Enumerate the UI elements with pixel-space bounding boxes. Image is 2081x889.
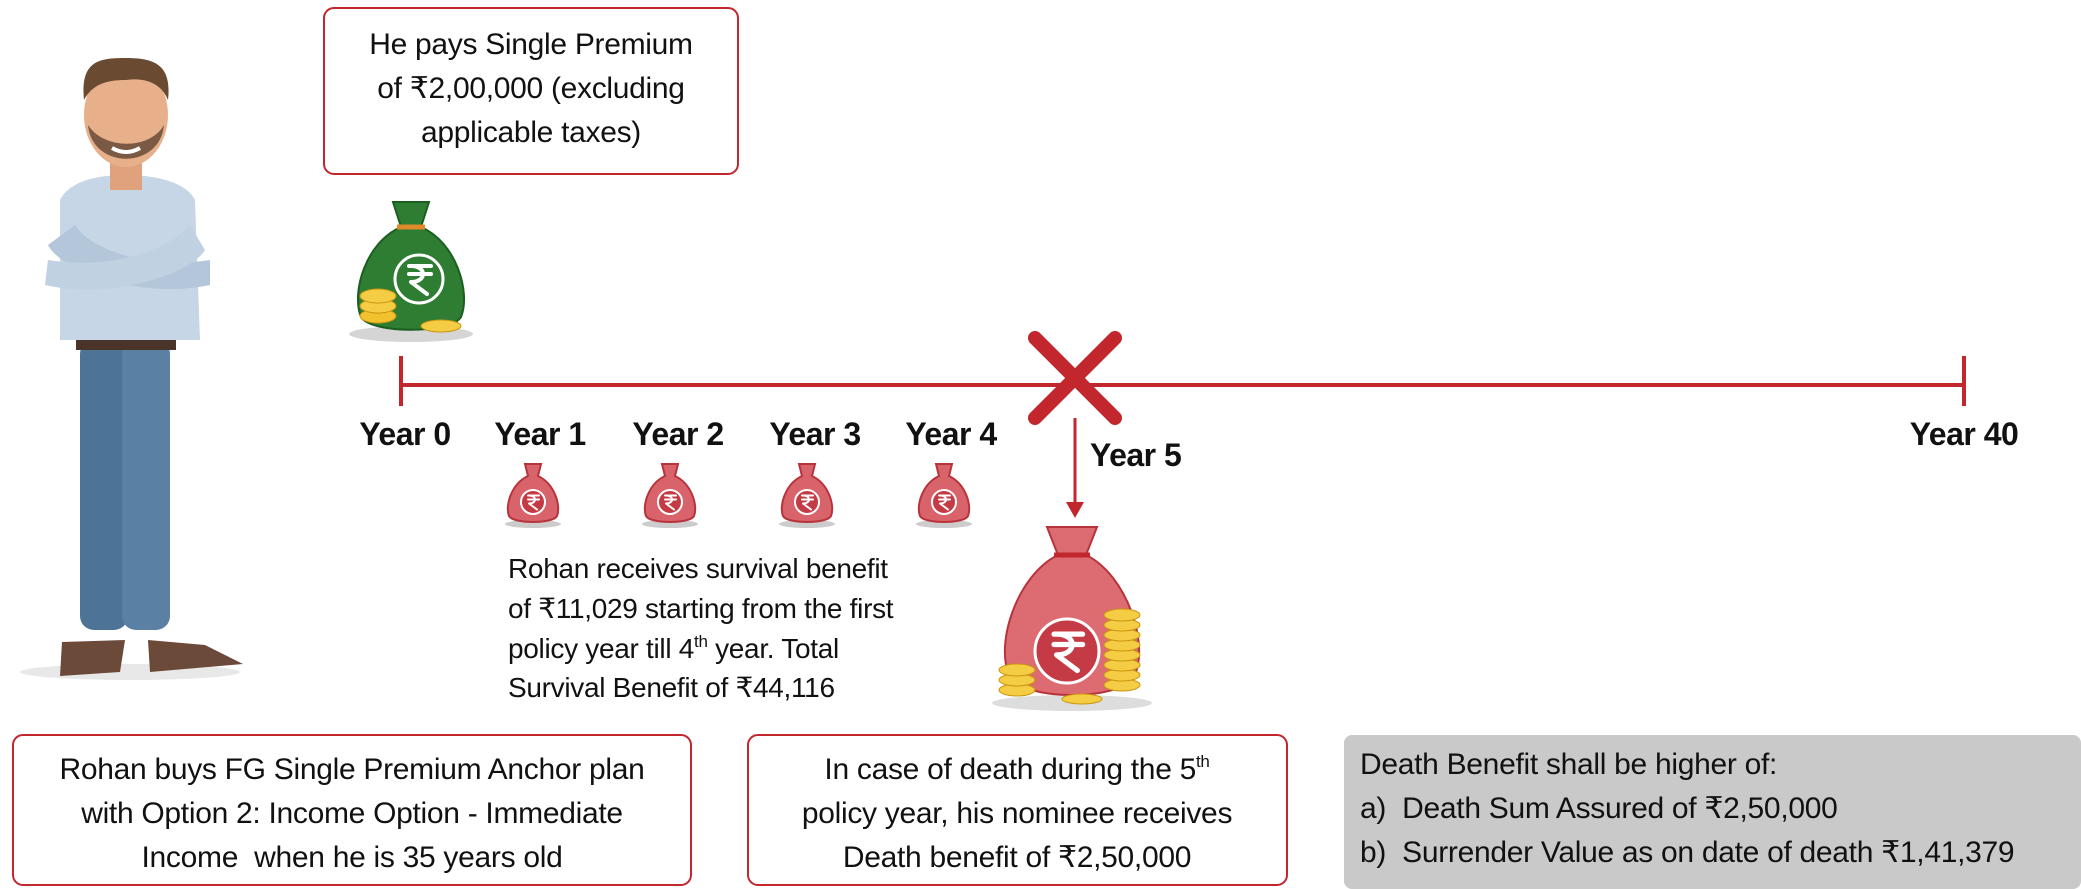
income-bag bbox=[916, 464, 972, 528]
page: { "premium_box": {"lines": ["He pays Sin… bbox=[0, 0, 2081, 889]
death-line: In case of death during the 5th bbox=[824, 752, 1209, 786]
year-label: Year 40 bbox=[1910, 416, 2019, 452]
superscript: th bbox=[1196, 752, 1210, 771]
year-label: Year 1 bbox=[494, 416, 585, 452]
plan-line: Income when he is 35 years old bbox=[142, 841, 563, 874]
income-bag bbox=[779, 464, 835, 528]
plan-line: Rohan buys FG Single Premium Anchor plan bbox=[60, 753, 645, 786]
death-line: Death benefit of ₹2,50,000 bbox=[843, 841, 1191, 874]
text: year. Total bbox=[708, 633, 839, 664]
premium-line: of ₹2,00,000 (excluding bbox=[377, 72, 684, 105]
death-cross bbox=[1035, 338, 1115, 418]
superscript: th bbox=[694, 632, 708, 651]
premium-line: He pays Single Premium bbox=[369, 28, 693, 61]
death-benefit-bag bbox=[992, 527, 1152, 711]
person-illustration bbox=[20, 58, 243, 680]
income-bag bbox=[505, 464, 561, 528]
text: In case of death during the 5 bbox=[824, 753, 1196, 786]
death-line: policy year, his nominee receives bbox=[802, 797, 1232, 830]
arrow-head bbox=[1066, 502, 1084, 518]
premium-money-bag bbox=[349, 202, 473, 342]
survival-line: of ₹11,029 starting from the first bbox=[508, 593, 894, 624]
year-label: Year 3 bbox=[769, 416, 860, 452]
year-label: Year 2 bbox=[632, 416, 723, 452]
year-label: Year 5 bbox=[1090, 437, 1181, 473]
year-label: Year 0 bbox=[359, 416, 450, 452]
year-label: Year 4 bbox=[905, 416, 997, 452]
income-bag bbox=[642, 464, 698, 528]
survival-line: policy year till 4th year. Total bbox=[508, 632, 839, 664]
plan-line: with Option 2: Income Option - Immediate bbox=[80, 797, 623, 830]
premium-line: applicable taxes) bbox=[421, 116, 641, 149]
benefit-line: b) Surrender Value as on date of death ₹… bbox=[1360, 836, 2014, 869]
diagram: He pays Single Premium of ₹2,00,000 (exc… bbox=[0, 0, 2081, 889]
benefit-line: a) Death Sum Assured of ₹2,50,000 bbox=[1360, 792, 1838, 825]
survival-line: Rohan receives survival benefit bbox=[508, 553, 888, 584]
survival-line: Survival Benefit of ₹44,116 bbox=[508, 672, 835, 703]
text: policy year till 4 bbox=[508, 633, 694, 664]
benefit-line: Death Benefit shall be higher of: bbox=[1360, 748, 1777, 781]
